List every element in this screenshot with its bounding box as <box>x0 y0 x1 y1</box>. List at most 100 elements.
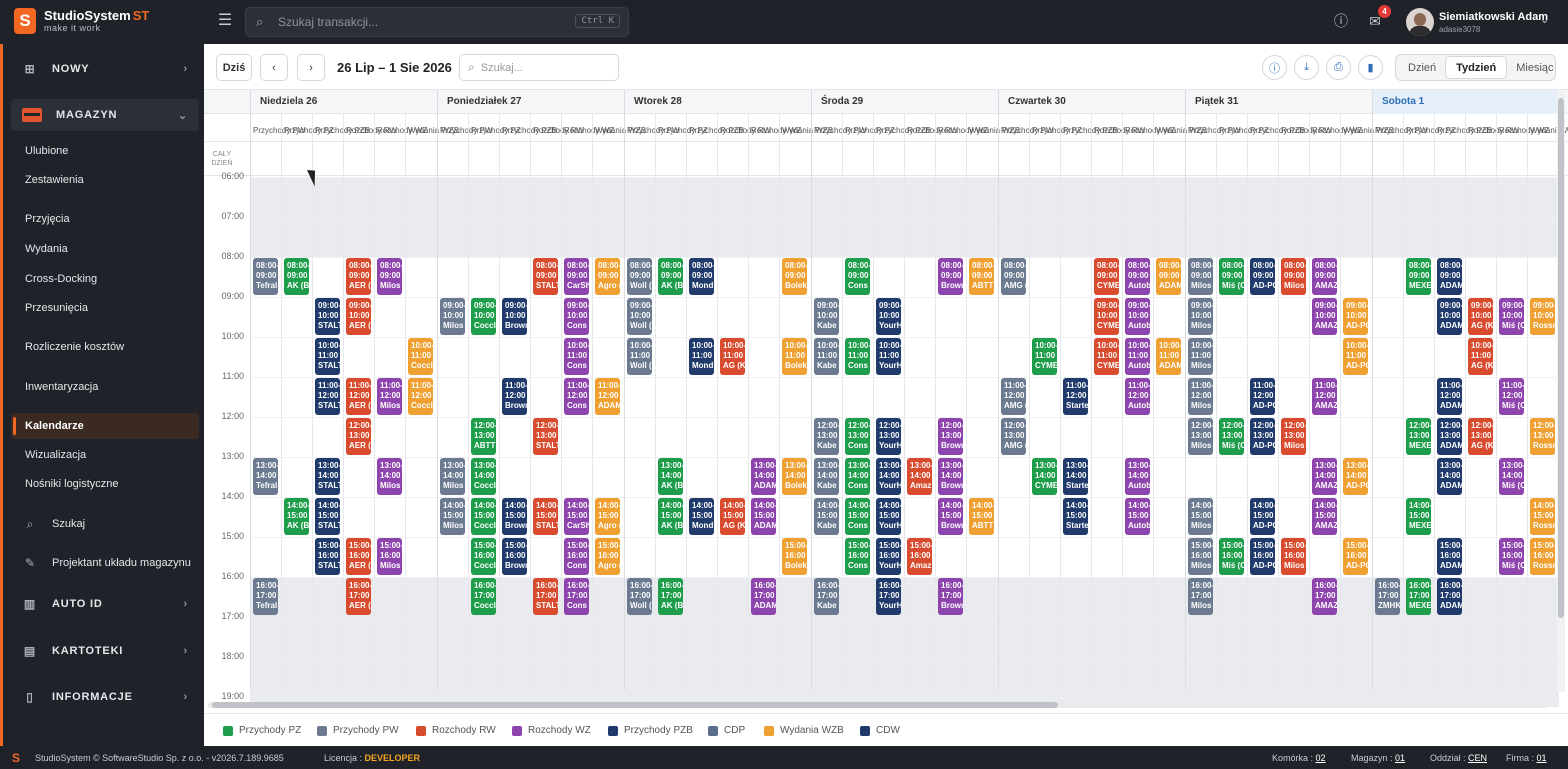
sidebar-item-ulubione[interactable]: Ulubione <box>25 145 69 157</box>
calendar-event[interactable]: 09:00-10:00STALT (Brze <box>315 298 340 335</box>
sidebar-item-zestawienia[interactable]: Zestawienia <box>25 174 84 186</box>
sidebar-item-kalendarze[interactable]: Kalendarze <box>25 420 84 432</box>
sidebar-item-wydania[interactable]: Wydania <box>25 243 68 255</box>
view-week-button[interactable]: Tydzień <box>1446 57 1507 78</box>
calendar-event[interactable]: 15:00-16:00STALT (Brze <box>315 538 340 575</box>
calendar-event[interactable]: 14:00-15:00STALT (Brze <box>315 498 340 535</box>
calendar-event[interactable]: 09:00-10:00Brown (POZ <box>502 298 527 335</box>
calendar-event[interactable]: 14:00-15:00Brown (POZ <box>938 498 963 535</box>
sidebar-item-inwentaryzacja[interactable]: Inwentaryzacja <box>25 381 99 393</box>
chevron-down-icon[interactable]: ⌄ <box>1540 14 1550 26</box>
horizontal-scrollbar[interactable] <box>208 702 1548 708</box>
sidebar-item-przyjecia[interactable]: Przyjęcia <box>25 213 70 225</box>
day-header[interactable]: Środa 29 <box>821 96 864 107</box>
calendar-event[interactable]: 11:00-12:00STALT (Brze <box>315 378 340 415</box>
calendar-search-input[interactable] <box>480 61 601 74</box>
komorka-value[interactable]: 02 <box>1315 753 1326 763</box>
legend-item[interactable]: Rozchody RW <box>416 725 496 736</box>
sidebar-item-rozliczenie-kosztow[interactable]: Rozliczenie kosztów <box>25 341 125 353</box>
firma-value[interactable]: 01 <box>1536 753 1547 763</box>
sidebar-section-magazyn[interactable]: MAGAZYN ⌄ <box>14 100 200 130</box>
calendar-event[interactable]: 12:00-13:00Rossn <box>1530 418 1555 455</box>
day-header[interactable]: Sobota 1 <box>1382 96 1425 107</box>
sidebar-section-auto-id[interactable]: ▥ AUTO ID › <box>14 589 200 619</box>
transaction-search[interactable]: ⌕ Ctrl K <box>245 7 629 37</box>
calendar-event[interactable]: 16:00-17:00STALT (Brze <box>533 578 558 615</box>
legend-item[interactable]: CDP <box>708 725 745 736</box>
calendar-event[interactable]: 14:00-15:00Rossn <box>1530 498 1555 535</box>
oddzial-value[interactable]: CEN <box>1468 753 1488 763</box>
calendar-event[interactable]: 15:00-16:00Brown (POZ <box>502 538 527 575</box>
sidebar-section-kartoteki[interactable]: ▤ KARTOTEKI › <box>14 636 200 666</box>
app-logo[interactable]: S StudioSystem ST make it work <box>14 8 149 34</box>
day-header[interactable]: Piątek 31 <box>1195 96 1239 107</box>
legend-item[interactable]: CDW <box>860 725 900 736</box>
calendar-event[interactable]: 13:00-14:00STALT (Brze <box>315 458 340 495</box>
